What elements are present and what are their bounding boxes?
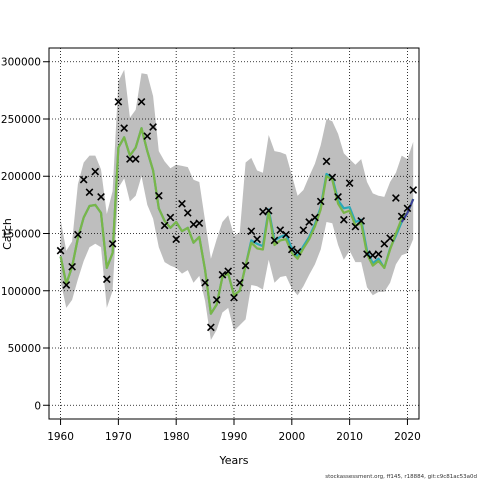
y-tick-label: 150000 [1, 229, 41, 241]
y-tick-label: 50000 [8, 343, 41, 355]
observed-point [166, 213, 175, 222]
observed-point [351, 222, 360, 231]
observed-point [363, 250, 371, 258]
observed-point [172, 235, 181, 244]
observed-point [235, 278, 244, 287]
y-axis: 0 50000 100000 150000 200000 250000 300000 [1, 57, 49, 412]
x-tick-label: 2020 [394, 431, 421, 443]
observed-point [160, 221, 169, 230]
observed-point [282, 230, 290, 239]
x-tick-label: 2010 [336, 431, 363, 443]
observed-point [392, 194, 400, 202]
observed-point [195, 219, 204, 228]
observed-point [97, 192, 105, 201]
observed-point [91, 167, 100, 176]
y-tick-label: 200000 [1, 171, 41, 183]
observed-point [305, 218, 314, 226]
observed-point [68, 262, 76, 271]
observed-point [114, 97, 123, 106]
observed-point [85, 188, 94, 197]
observed-point [108, 239, 117, 248]
observed-point [403, 204, 412, 213]
observed-point [299, 226, 308, 234]
fit-line-main [59, 127, 415, 315]
observed-point [368, 251, 377, 260]
y-axis-title: Catch [1, 218, 14, 250]
observed-point [131, 155, 140, 163]
observed-point [154, 191, 163, 200]
observed-point [334, 192, 342, 201]
x-tick-label: 2000 [278, 431, 305, 443]
observed-point [79, 175, 88, 184]
x-axis-title: Years [218, 454, 248, 467]
observed-point [126, 155, 134, 163]
observed-point [339, 215, 348, 224]
observed-point [357, 217, 366, 225]
observed-point [374, 250, 383, 258]
observed-point [218, 270, 227, 279]
y-tick-label: 300000 [1, 57, 41, 69]
observed-point [178, 199, 186, 208]
observed-point [224, 267, 233, 276]
observed-point [207, 323, 215, 332]
observed-point [270, 236, 279, 245]
observed-point [322, 157, 331, 166]
observed-point [397, 212, 406, 221]
observed-point [137, 97, 146, 106]
y-tick-label: 0 [34, 400, 41, 412]
observed-point [259, 207, 267, 216]
observed-point [230, 293, 238, 302]
x-tick-label: 1980 [163, 431, 190, 443]
footer-note: stockassessment.org, ff145, r18884, git:… [325, 474, 477, 480]
x-tick-label: 1960 [47, 431, 74, 443]
observed-point [56, 246, 65, 255]
x-tick-label: 1970 [105, 431, 132, 443]
observed-point [241, 261, 250, 270]
observed-point [293, 247, 302, 256]
observed-point [276, 226, 285, 234]
observed-point [247, 227, 256, 236]
observed-point [149, 123, 157, 131]
x-axis: 1960 1970 1980 1990 2000 2010 2020 [47, 419, 421, 443]
observed-point [345, 179, 354, 187]
observed-point [201, 278, 209, 287]
observed-point [311, 213, 319, 222]
observed-point [212, 296, 221, 304]
observed-point [316, 197, 325, 206]
x-tick-label: 1990 [221, 431, 248, 443]
observed-point [264, 206, 273, 215]
observed-point [143, 132, 152, 141]
observed-point [380, 239, 389, 248]
observed-point [409, 186, 418, 194]
observed-point [328, 173, 337, 182]
observed-point [386, 234, 394, 242]
observed-markers [56, 97, 418, 332]
observed-point [287, 245, 296, 254]
observed-point [120, 124, 129, 133]
observed-point [62, 281, 71, 289]
observed-point [102, 275, 111, 284]
y-tick-label: 100000 [1, 286, 41, 298]
grid [49, 48, 419, 419]
observed-point [189, 220, 198, 229]
observed-point [74, 230, 82, 239]
observed-point [253, 235, 261, 244]
y-tick-label: 250000 [1, 114, 41, 126]
observed-point [183, 209, 192, 217]
